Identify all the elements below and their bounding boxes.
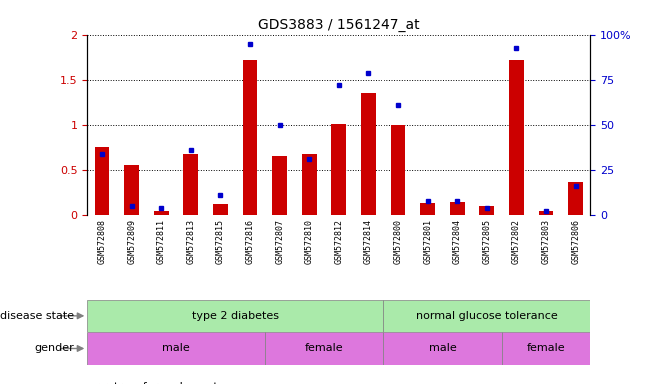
Text: GSM572804: GSM572804: [453, 219, 462, 264]
Text: gender: gender: [34, 343, 74, 354]
Bar: [154, 210, 168, 215]
Text: GSM572807: GSM572807: [275, 219, 284, 264]
Bar: [383, 300, 590, 332]
Text: female: female: [305, 343, 344, 354]
Text: GSM572806: GSM572806: [571, 219, 580, 264]
Text: GSM572815: GSM572815: [216, 219, 225, 264]
Bar: [183, 154, 198, 215]
Bar: [420, 203, 435, 215]
Bar: [480, 206, 495, 215]
Text: male: male: [429, 343, 456, 354]
Bar: [391, 125, 405, 215]
Text: male: male: [162, 343, 190, 354]
Text: GSM572805: GSM572805: [482, 219, 491, 264]
Text: GSM572802: GSM572802: [512, 219, 521, 264]
Text: GSM572808: GSM572808: [97, 219, 107, 264]
Text: disease state: disease state: [0, 311, 74, 321]
Legend: transformed count, percentile rank within the sample: transformed count, percentile rank withi…: [93, 378, 306, 384]
Bar: [383, 332, 502, 365]
Title: GDS3883 / 1561247_at: GDS3883 / 1561247_at: [258, 18, 419, 32]
Bar: [539, 212, 554, 215]
Bar: [568, 182, 583, 215]
Text: GSM572810: GSM572810: [305, 219, 314, 264]
Bar: [87, 332, 265, 365]
Bar: [265, 332, 383, 365]
Bar: [509, 60, 524, 215]
Text: female: female: [527, 343, 566, 354]
Text: GSM572812: GSM572812: [334, 219, 344, 264]
Text: GSM572809: GSM572809: [127, 219, 136, 264]
Bar: [361, 93, 376, 215]
Text: GSM572803: GSM572803: [541, 219, 551, 264]
Bar: [95, 147, 109, 215]
Bar: [243, 60, 258, 215]
Text: GSM572811: GSM572811: [157, 219, 166, 264]
Bar: [87, 300, 383, 332]
Bar: [272, 156, 287, 215]
Text: GSM572800: GSM572800: [394, 219, 403, 264]
Bar: [450, 202, 464, 215]
Text: GSM572813: GSM572813: [187, 219, 195, 264]
Text: type 2 diabetes: type 2 diabetes: [192, 311, 278, 321]
Bar: [331, 124, 346, 215]
Text: GSM572816: GSM572816: [246, 219, 254, 264]
Bar: [213, 204, 228, 215]
Bar: [124, 166, 139, 215]
Bar: [302, 154, 317, 215]
Text: normal glucose tolerance: normal glucose tolerance: [416, 311, 558, 321]
Text: GSM572814: GSM572814: [364, 219, 373, 264]
Text: GSM572801: GSM572801: [423, 219, 432, 264]
Bar: [502, 332, 590, 365]
